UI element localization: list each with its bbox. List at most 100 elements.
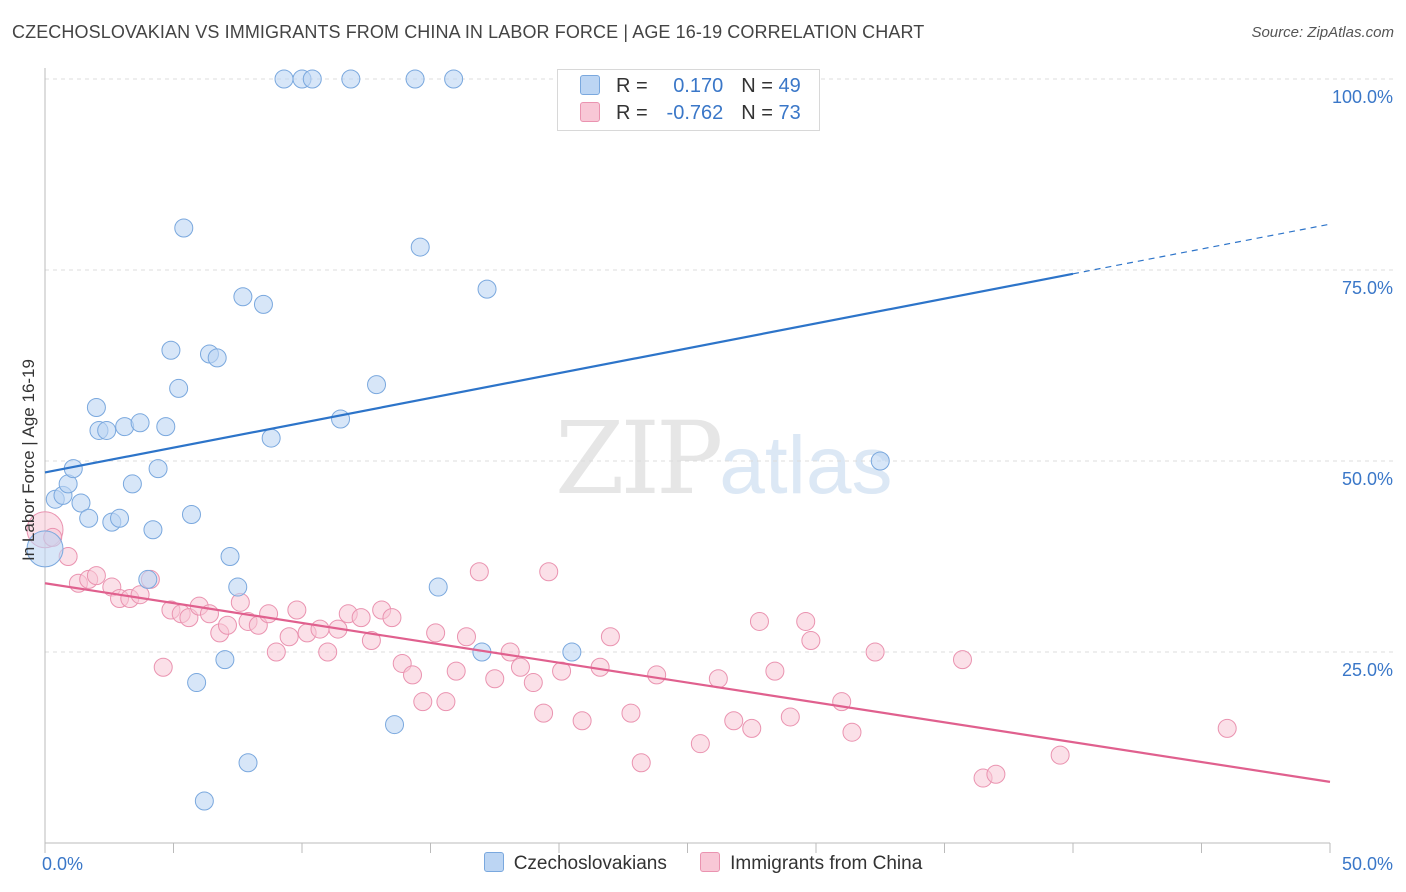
watermark-atlas: atlas — [719, 420, 893, 511]
point-czechoslovakians — [215, 650, 235, 670]
point-immigrants-from-china — [1050, 745, 1070, 765]
point-czechoslovakians — [367, 375, 387, 395]
trend-line-czechoslovakians — [44, 272, 1074, 474]
point-immigrants-from-china — [865, 642, 885, 662]
y-tick-label: 50.0% — [1342, 469, 1393, 489]
point-immigrants-from-china — [456, 627, 476, 647]
blue-swatch — [483, 852, 504, 872]
point-immigrants-from-china — [436, 692, 456, 712]
n-value: 49 — [778, 75, 801, 97]
point-czechoslovakians — [187, 673, 207, 693]
trend-lines — [44, 223, 1331, 783]
legend-row-czechoslovakians: R = 0.170 N = 49 — [580, 75, 801, 101]
point-czechoslovakians — [220, 547, 240, 566]
point-czechoslovakians — [86, 398, 106, 418]
point-immigrants-from-china — [690, 734, 710, 754]
point-czechoslovakians — [385, 715, 405, 735]
point-immigrants-from-china — [217, 615, 237, 635]
point-immigrants-from-china — [279, 627, 299, 647]
x-tick-label: 0.0% — [42, 854, 83, 874]
source-credit: Source: ZipAtlas.com — [1251, 24, 1394, 41]
point-immigrants-from-china — [446, 661, 466, 681]
axes — [44, 68, 1331, 853]
point-czechoslovakians — [233, 287, 253, 307]
point-czechoslovakians — [444, 69, 464, 89]
tick-labels: 25.0% 50.0% 75.0% 100.0% 0.0% 50.0% — [42, 87, 1393, 874]
point-immigrants-from-china — [534, 703, 554, 723]
point-czechoslovakians — [302, 69, 322, 89]
point-immigrants-from-china — [742, 718, 762, 738]
point-czechoslovakians — [26, 530, 64, 568]
point-czechoslovakians — [174, 218, 194, 238]
series-legend: Czechoslovakians Immigrants from China — [0, 852, 1406, 875]
point-immigrants-from-china — [724, 711, 744, 731]
point-immigrants-from-china — [600, 627, 620, 647]
point-czechoslovakians — [341, 69, 361, 89]
point-immigrants-from-china — [469, 562, 489, 582]
r-value: 0.170 — [673, 75, 724, 97]
point-czechoslovakians — [71, 493, 91, 513]
point-czechoslovakians — [122, 474, 142, 494]
pink-swatch — [580, 102, 600, 122]
point-immigrants-from-china — [310, 619, 330, 639]
series-czechoslovakians — [26, 69, 890, 811]
point-czechoslovakians — [156, 417, 176, 437]
point-czechoslovakians — [207, 348, 227, 368]
r-value: -0.762 — [666, 102, 724, 124]
point-czechoslovakians — [562, 642, 582, 662]
point-czechoslovakians — [253, 294, 273, 314]
n-value: 73 — [778, 102, 801, 124]
legend-label: Czechoslovakians — [513, 853, 667, 874]
y-tick-label: 75.0% — [1342, 278, 1393, 298]
point-immigrants-from-china — [842, 722, 862, 742]
legend-label: Immigrants from China — [730, 853, 923, 874]
r-label: R = — [616, 75, 648, 97]
point-immigrants-from-china — [780, 707, 800, 727]
point-immigrants-from-china — [403, 665, 423, 685]
point-immigrants-from-china — [749, 611, 769, 631]
point-immigrants-from-china — [647, 665, 667, 685]
legend-row-immigrants-from-china: R = -0.762 N = 73 — [580, 102, 801, 128]
point-immigrants-from-china — [485, 669, 505, 689]
point-czechoslovakians — [238, 753, 258, 773]
correlation-legend: R = 0.170 N = 49 R = -0.762 N = 73 — [557, 69, 820, 131]
point-immigrants-from-china — [266, 642, 286, 662]
y-tick-label: 25.0% — [1342, 660, 1393, 680]
point-immigrants-from-china — [351, 608, 371, 628]
point-immigrants-from-china — [801, 631, 821, 651]
point-immigrants-from-china — [952, 650, 972, 670]
point-immigrants-from-china — [621, 703, 641, 723]
point-czechoslovakians — [274, 69, 294, 89]
point-immigrants-from-china — [765, 661, 785, 681]
point-czechoslovakians — [161, 340, 181, 360]
x-tick-label: 50.0% — [1342, 854, 1393, 874]
point-czechoslovakians — [138, 569, 158, 589]
point-immigrants-from-china — [539, 562, 559, 582]
legend-item-immigrants-from-china: Immigrants from China — [700, 852, 922, 875]
point-immigrants-from-china — [426, 623, 446, 643]
point-immigrants-from-china — [382, 608, 402, 628]
blue-swatch — [580, 75, 600, 95]
point-immigrants-from-china — [796, 611, 816, 631]
grid-lines — [45, 78, 1395, 653]
r-label: R = — [616, 102, 648, 124]
point-immigrants-from-china — [413, 692, 433, 712]
point-czechoslovakians — [405, 69, 425, 89]
point-czechoslovakians — [477, 279, 497, 299]
watermark-zip: ZIP — [555, 400, 723, 517]
point-czechoslovakians — [870, 451, 890, 471]
point-immigrants-from-china — [631, 753, 651, 773]
series-immigrants-from-china — [26, 511, 1237, 788]
point-immigrants-from-china — [523, 673, 543, 693]
point-immigrants-from-china — [318, 642, 338, 662]
point-immigrants-from-china — [287, 600, 307, 620]
point-czechoslovakians — [331, 409, 351, 429]
point-czechoslovakians — [110, 508, 130, 528]
legend-item-czechoslovakians: Czechoslovakians — [483, 852, 667, 875]
point-immigrants-from-china — [708, 669, 728, 689]
point-immigrants-from-china — [510, 657, 530, 677]
point-immigrants-from-china — [986, 764, 1006, 784]
point-czechoslovakians — [428, 577, 448, 597]
point-immigrants-from-china — [361, 631, 381, 651]
